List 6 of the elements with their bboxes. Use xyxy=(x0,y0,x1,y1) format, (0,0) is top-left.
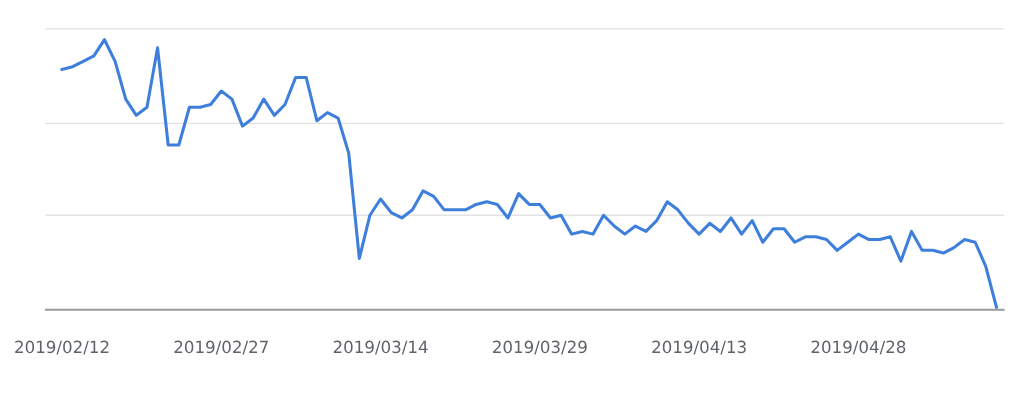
x-tick-label: 2019/03/14 xyxy=(333,340,428,355)
x-tick-label: 2019/02/27 xyxy=(174,340,268,355)
x-tick-label: 2019/04/28 xyxy=(811,340,906,355)
x-tick-label: 2019/02/12 xyxy=(15,340,109,355)
x-tick-label: 2019/03/29 xyxy=(493,340,587,355)
x-tick-label: 2019/04/13 xyxy=(652,340,746,355)
